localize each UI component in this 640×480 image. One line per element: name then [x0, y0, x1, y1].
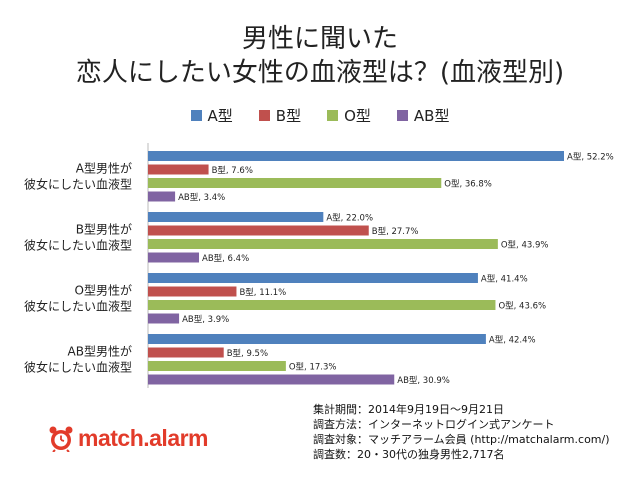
category-label: O型男性が	[75, 282, 132, 297]
data-label-a-group-2: A型, 22.0%	[326, 214, 373, 224]
data-label-b-group-3: B型, 11.1%	[239, 288, 286, 298]
bar-ab-group-2	[148, 252, 200, 263]
category-label: 彼女にしたい血液型	[24, 359, 132, 374]
data-label-ab-group-2: AB型, 6.4%	[202, 254, 249, 264]
category-label: AB型男性が	[68, 343, 132, 358]
bar-b-group-1	[148, 164, 209, 175]
category-label: 彼女にしたい血液型	[24, 298, 132, 313]
data-label-a-group-3: A型, 41.4%	[481, 275, 528, 285]
data-label-o-group-3: O型, 43.6%	[498, 302, 546, 312]
chart-legend: A型 B型 O型 AB型	[0, 105, 640, 126]
data-label-o-group-2: O型, 43.9%	[501, 241, 549, 251]
category-label: 彼女にしたい血液型	[24, 176, 132, 191]
bar-ab-group-4	[148, 374, 395, 385]
survey-notes: 集計期間：2014年9月19日〜9月21日 調査方法：インターネットログイン式ア…	[313, 402, 610, 462]
data-label-o-group-1: O型, 36.8%	[444, 180, 492, 190]
data-label-ab-group-4: AB型, 30.9%	[397, 376, 450, 386]
bar-o-group-2	[148, 239, 498, 249]
data-label-a-group-1: A型, 52.2%	[567, 153, 614, 163]
legend-label-b: B型	[275, 107, 302, 125]
legend-item-o: O型	[327, 105, 371, 126]
bar-o-group-4	[148, 361, 286, 371]
data-label-ab-group-3: AB型, 3.9%	[182, 315, 229, 325]
legend-label-o: O型	[344, 107, 371, 125]
alarm-clock-icon	[49, 426, 73, 452]
bar-ab-group-3	[148, 313, 180, 324]
note-target: 調査対象：マッチアラーム会員 (http://matchalarm.com/)	[313, 433, 610, 446]
chart-title-line-2: 恋人にしたい女性の血液型は？(血液型別)	[75, 58, 565, 88]
note-period: 集計期間：2014年9月19日〜9月21日	[313, 403, 504, 416]
data-label-o-group-4: O型, 17.3%	[289, 363, 337, 373]
legend-label-ab: AB型	[413, 107, 450, 125]
bar-a-group-4	[148, 334, 486, 344]
note-method: 調査方法：インターネットログイン式アンケート	[313, 418, 555, 431]
category-label: 彼女にしたい血液型	[24, 237, 132, 252]
category-label: B型男性が	[76, 221, 132, 236]
bar-b-group-3	[148, 286, 237, 297]
legend-item-ab: AB型	[396, 105, 450, 126]
logo: match.alarm	[48, 424, 209, 452]
legend-label-a: A型	[207, 107, 233, 125]
legend-item-b: B型	[258, 105, 302, 126]
note-count: 調査数：20・30代の独身男性2,717名	[313, 448, 505, 461]
bar-b-group-2	[148, 225, 369, 236]
chart-title: 男性に聞いた 恋人にしたい女性の血液型は？(血液型別)	[0, 22, 640, 90]
data-label-ab-group-1: AB型, 3.4%	[178, 193, 225, 203]
legend-swatch-a	[190, 110, 202, 121]
category-label: A型男性が	[76, 160, 132, 175]
bar-o-group-1	[148, 178, 442, 188]
legend-swatch-o	[327, 110, 339, 121]
data-label-a-group-4: A型, 42.4%	[489, 336, 536, 346]
bar-a-group-2	[148, 212, 324, 222]
bar-o-group-3	[148, 300, 496, 310]
bar-a-group-1	[148, 151, 564, 161]
data-label-b-group-2: B型, 27.7%	[372, 227, 419, 237]
bar-b-group-4	[148, 347, 224, 358]
data-label-b-group-1: B型, 7.6%	[212, 166, 253, 176]
legend-item-a: A型	[190, 105, 233, 126]
logo-text: match.alarm	[78, 424, 209, 451]
data-label-b-group-4: B型, 9.5%	[227, 349, 268, 359]
bar-a-group-3	[148, 273, 478, 283]
bar-ab-group-1	[148, 191, 176, 202]
legend-swatch-ab	[396, 110, 408, 121]
legend-swatch-b	[258, 110, 270, 121]
chart-title-line-1: 男性に聞いた	[241, 24, 398, 54]
